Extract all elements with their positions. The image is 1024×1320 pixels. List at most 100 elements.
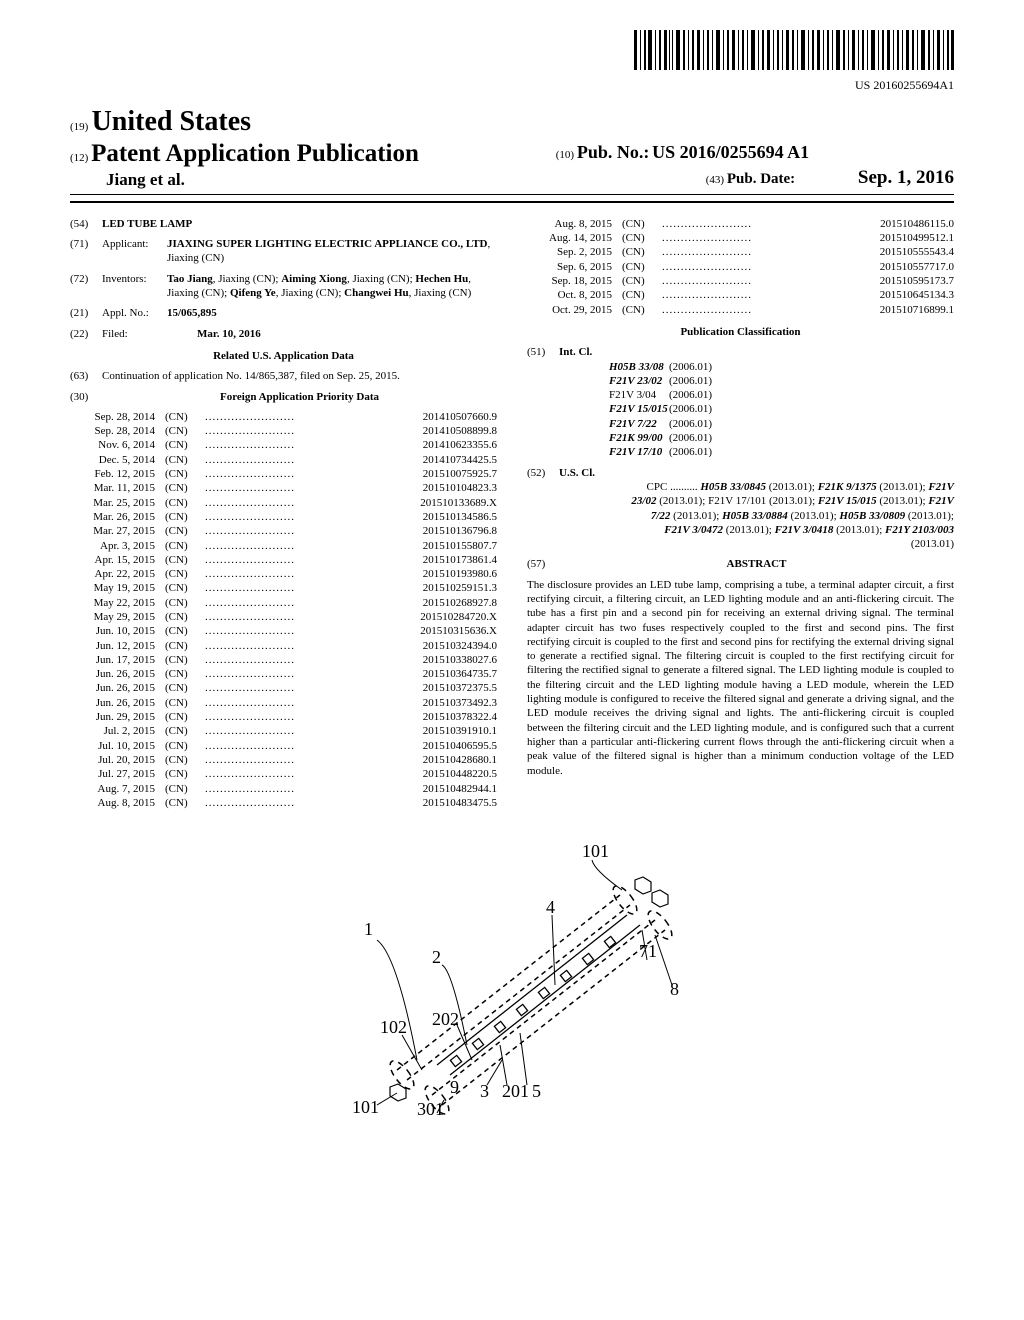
priority-row: Jul. 2, 2015(CN) .......................… bbox=[70, 724, 497, 738]
applicant-label: Applicant: bbox=[102, 237, 167, 266]
priority-row: May 29, 2015(CN) .......................… bbox=[70, 610, 497, 624]
priority-row: Mar. 11, 2015(CN) ......................… bbox=[70, 481, 497, 495]
priority-row: Jun. 26, 2015(CN) ......................… bbox=[70, 681, 497, 695]
intcl-num: (51) bbox=[527, 345, 559, 459]
intcl-row: F21V 15/015(2006.01) bbox=[559, 402, 954, 416]
priority-row: Jun. 10, 2015(CN) ......................… bbox=[70, 624, 497, 638]
fig-label-301: 301 bbox=[417, 1099, 444, 1115]
applno: 15/065,895 bbox=[167, 306, 497, 320]
abstract-title: ABSTRACT bbox=[559, 557, 954, 571]
classif-title: Publication Classification bbox=[527, 325, 954, 339]
fig-label-2: 2 bbox=[432, 947, 441, 967]
inventors-num: (72) bbox=[70, 272, 102, 301]
filed-num: (22) bbox=[70, 327, 102, 341]
abstract-num: (57) bbox=[527, 557, 559, 571]
pubdate-prefix: (43) bbox=[706, 174, 724, 186]
pub-type: Patent Application Publication bbox=[91, 140, 419, 167]
foreign-title: Foreign Application Priority Data bbox=[102, 390, 497, 404]
fig-label-4: 4 bbox=[546, 897, 555, 917]
pub-prefix: (12) bbox=[70, 152, 88, 164]
priority-table-cont: Aug. 8, 2015(CN) .......................… bbox=[527, 217, 954, 317]
inventor-line: Jiang et al. bbox=[106, 169, 556, 191]
priority-row: Feb. 12, 2015(CN) ......................… bbox=[70, 467, 497, 481]
priority-row: Aug. 7, 2015(CN) .......................… bbox=[70, 782, 497, 796]
intcl-row: F21V 3/04(2006.01) bbox=[559, 388, 954, 402]
priority-row: May 19, 2015(CN) .......................… bbox=[70, 581, 497, 595]
priority-row: Mar. 26, 2015(CN) ......................… bbox=[70, 510, 497, 524]
priority-row: Jul. 10, 2015(CN) ......................… bbox=[70, 739, 497, 753]
priority-table: Sep. 28, 2014(CN) ......................… bbox=[70, 410, 497, 810]
cont-num: (63) bbox=[70, 369, 102, 383]
priority-row: Sep. 6, 2015(CN) .......................… bbox=[527, 260, 954, 274]
fig-label-201: 201 bbox=[502, 1081, 529, 1101]
priority-row: Apr. 22, 2015(CN) ......................… bbox=[70, 567, 497, 581]
priority-row: Mar. 25, 2015(CN) ......................… bbox=[70, 496, 497, 510]
intcl-row: F21V 17/10(2006.01) bbox=[559, 445, 954, 459]
intcl-row: H05B 33/08(2006.01) bbox=[559, 360, 954, 374]
intcl-row: F21V 7/22(2006.01) bbox=[559, 417, 954, 431]
applno-num: (21) bbox=[70, 306, 102, 320]
fig-label-71: 71 bbox=[639, 941, 657, 961]
priority-row: Apr. 3, 2015(CN) .......................… bbox=[70, 539, 497, 553]
priority-row: Aug. 8, 2015(CN) .......................… bbox=[70, 796, 497, 810]
priority-row: Jul. 20, 2015(CN) ......................… bbox=[70, 753, 497, 767]
inventors: Tao Jiang, Jiaxing (CN); Aiming Xiong, J… bbox=[167, 272, 497, 301]
priority-row: Jun. 26, 2015(CN) ......................… bbox=[70, 696, 497, 710]
priority-row: Mar. 27, 2015(CN) ......................… bbox=[70, 524, 497, 538]
applicant-name: JIAXING SUPER LIGHTING ELECTRIC APPLIANC… bbox=[167, 238, 488, 250]
inventors-label: Inventors: bbox=[102, 272, 167, 301]
fig-label-3: 3 bbox=[480, 1081, 489, 1101]
intcl-row: F21V 23/02(2006.01) bbox=[559, 374, 954, 388]
fig-label-101a: 101 bbox=[582, 841, 609, 861]
priority-row: Jul. 27, 2015(CN) ......................… bbox=[70, 767, 497, 781]
fig-label-8: 8 bbox=[670, 979, 679, 999]
cpc-text: CPC .......... H05B 33/0845 (2013.01); F… bbox=[559, 480, 954, 551]
foreign-num: (30) bbox=[70, 390, 102, 404]
fig-label-101b: 101 bbox=[352, 1097, 379, 1115]
priority-row: May 22, 2015(CN) .......................… bbox=[70, 596, 497, 610]
priority-row: Jun. 17, 2015(CN) ......................… bbox=[70, 653, 497, 667]
priority-row: Oct. 8, 2015(CN) .......................… bbox=[527, 288, 954, 302]
applicant-num: (71) bbox=[70, 237, 102, 266]
related-title: Related U.S. Application Data bbox=[70, 349, 497, 363]
filed-label: Filed: bbox=[102, 327, 167, 341]
intcl-table: H05B 33/08(2006.01)F21V 23/02(2006.01)F2… bbox=[559, 360, 954, 460]
priority-row: Apr. 15, 2015(CN) ......................… bbox=[70, 553, 497, 567]
priority-row: Dec. 5, 2014(CN) .......................… bbox=[70, 453, 497, 467]
uscl-label: U.S. Cl. bbox=[559, 466, 954, 480]
priority-row: Sep. 28, 2014(CN) ......................… bbox=[70, 410, 497, 424]
priority-row: Jun. 29, 2015(CN) ......................… bbox=[70, 710, 497, 724]
fig-label-9: 9 bbox=[450, 1077, 459, 1097]
uscl-num: (52) bbox=[527, 466, 559, 552]
invention-title: LED TUBE LAMP bbox=[102, 217, 497, 231]
priority-row: Sep. 18, 2015(CN) ......................… bbox=[527, 274, 954, 288]
pubno-label: Pub. No.: bbox=[577, 142, 650, 162]
country-prefix: (19) bbox=[70, 121, 88, 133]
fig-label-5: 5 bbox=[532, 1081, 541, 1101]
cont-text: Continuation of application No. 14/865,3… bbox=[102, 369, 497, 383]
pubno: US 2016/0255694 A1 bbox=[652, 142, 809, 162]
priority-row: Jun. 12, 2015(CN) ......................… bbox=[70, 639, 497, 653]
patent-figure: 101 1 2 4 71 8 102 202 9 3 201 5 101 301 bbox=[70, 835, 954, 1119]
intcl-row: F21K 99/00(2006.01) bbox=[559, 431, 954, 445]
fig-label-1: 1 bbox=[364, 919, 373, 939]
pubdate: Sep. 1, 2016 bbox=[858, 167, 954, 188]
priority-row: Aug. 14, 2015(CN) ......................… bbox=[527, 231, 954, 245]
intcl-label: Int. Cl. bbox=[559, 345, 954, 359]
barcode-label: US 20160255694A1 bbox=[70, 78, 954, 94]
priority-row: Sep. 28, 2014(CN) ......................… bbox=[70, 424, 497, 438]
title-num: (54) bbox=[70, 217, 102, 231]
applno-label: Appl. No.: bbox=[102, 306, 167, 320]
barcode bbox=[70, 30, 954, 74]
abstract-text: The disclosure provides an LED tube lamp… bbox=[527, 578, 954, 778]
fig-label-102: 102 bbox=[380, 1017, 407, 1037]
priority-row: Aug. 8, 2015(CN) .......................… bbox=[527, 217, 954, 231]
pubno-prefix: (10) bbox=[556, 149, 574, 161]
country: United States bbox=[92, 106, 251, 137]
pubdate-label: Pub. Date: bbox=[727, 171, 795, 187]
priority-row: Sep. 2, 2015(CN) .......................… bbox=[527, 245, 954, 259]
priority-row: Oct. 29, 2015(CN) ......................… bbox=[527, 303, 954, 317]
fig-label-202: 202 bbox=[432, 1009, 459, 1029]
filed-date: Mar. 10, 2016 bbox=[167, 327, 497, 341]
priority-row: Jun. 26, 2015(CN) ......................… bbox=[70, 667, 497, 681]
